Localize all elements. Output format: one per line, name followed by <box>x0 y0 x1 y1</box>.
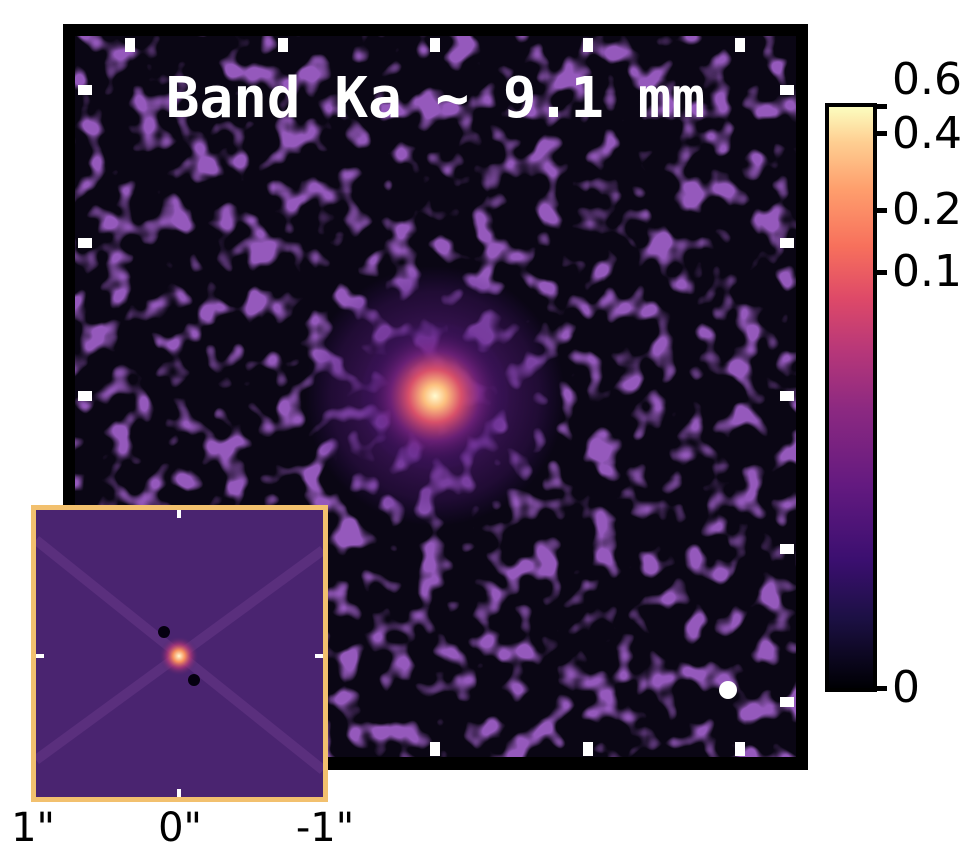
colorbar-tick-mark <box>877 270 887 275</box>
axis-tick <box>780 391 794 401</box>
axis-tick <box>780 238 794 248</box>
central-source <box>360 321 510 471</box>
axis-tick <box>780 544 794 554</box>
axis-tick <box>583 742 593 756</box>
colorbar-tick-mark <box>877 104 887 109</box>
axis-tick <box>735 38 745 52</box>
x-tick-label: 0" <box>158 805 202 851</box>
axis-tick <box>735 742 745 756</box>
axis-tick <box>278 38 288 52</box>
main-image-panel <box>63 24 808 770</box>
colorbar-tick-label: 0.6 <box>892 54 962 105</box>
axis-tick <box>78 391 92 401</box>
axis-tick <box>780 697 794 707</box>
axis-tick <box>583 38 593 52</box>
colorbar <box>825 103 877 692</box>
axis-tick <box>125 38 135 52</box>
beam-ellipse <box>719 681 737 699</box>
inset-plot <box>36 510 323 797</box>
chart-title: Band Ka ~ 9.1 mm <box>165 66 706 131</box>
colorbar-tick-mark <box>877 686 887 691</box>
x-tick-label: 1" <box>11 805 55 851</box>
colorbar-tick-label: 0.1 <box>892 246 962 297</box>
inset-image <box>31 505 328 802</box>
colorbar-tick-mark <box>877 208 887 213</box>
axis-tick <box>430 742 440 756</box>
colorbar-tick-mark <box>877 131 887 136</box>
colorbar-tick-label: 0 <box>892 662 920 713</box>
axis-tick <box>430 38 440 52</box>
axis-tick <box>78 238 92 248</box>
inset-source <box>159 636 199 676</box>
axis-tick <box>78 85 92 95</box>
colorbar-tick-label: 0.2 <box>892 184 962 235</box>
x-tick-label: -1" <box>295 805 355 851</box>
radio-image <box>75 36 796 757</box>
colorbar-tick-label: 0.4 <box>892 108 962 159</box>
axis-tick <box>780 85 794 95</box>
